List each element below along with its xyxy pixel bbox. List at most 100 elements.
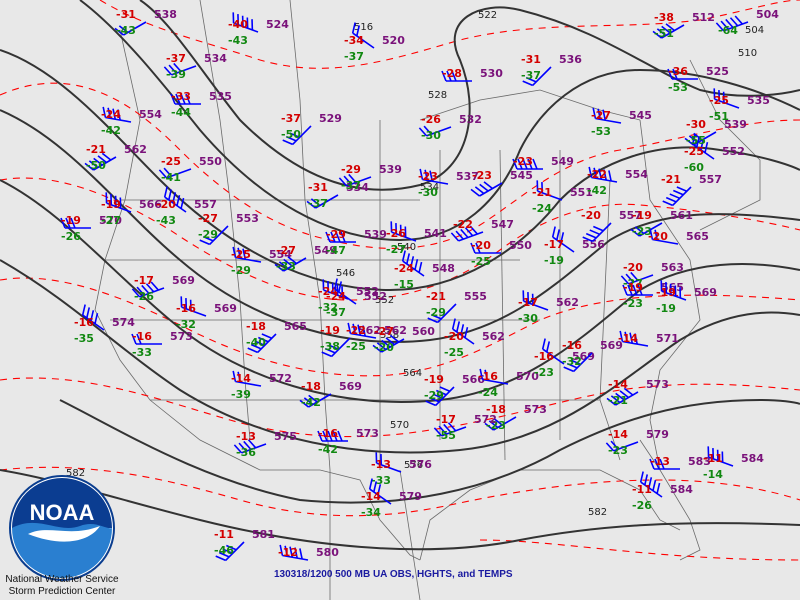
station-temperature: -14 [618, 332, 638, 345]
station-dewpoint-depression: -37 [344, 50, 364, 63]
station-height: 581 [252, 528, 275, 541]
station-plot: -31 534-37 [306, 181, 369, 210]
station-temperature: -16 [534, 350, 554, 363]
wind-barb-flag [605, 442, 615, 452]
wind-barb-flag [627, 284, 633, 296]
wind-barb-flag [118, 25, 129, 34]
station-dewpoint-depression: -37 [326, 306, 346, 319]
wind-barb-flag [585, 232, 597, 239]
wind-barb-flag [110, 194, 113, 205]
station-plot: -28 530 [441, 67, 503, 82]
station-plot: -16 573 -42 [317, 427, 379, 456]
station-temperature: -16 [132, 330, 152, 343]
station-plot: -29 539 -47 [325, 228, 387, 257]
station-plot: -11 584 -26 [632, 471, 693, 512]
wind-barb-flag [676, 186, 688, 192]
station-temperature: -24 [318, 285, 338, 298]
wind-barb-flag [373, 481, 378, 493]
wind-barb-flag [237, 247, 242, 259]
wind-barb-flag [173, 62, 182, 73]
wind-barb [427, 303, 457, 324]
station-dewpoint-depression: -42 [318, 443, 338, 456]
station-dewpoint-depression: -25 [444, 346, 464, 359]
station-plot: -21 555 -29 [426, 290, 487, 324]
station-temperature: -14 [608, 378, 628, 391]
wind-barb-flag [131, 288, 141, 298]
wind-barb [522, 66, 552, 87]
station-dewpoint-depression: -29 [424, 389, 444, 402]
station-plot: -27 560 -20 [372, 325, 435, 354]
height-contours [0, 0, 800, 551]
station-dewpoint-depression: -39 [166, 68, 186, 81]
station-temperature: -19 [656, 286, 676, 299]
wind-barb [401, 250, 425, 277]
station-plot: -33 535 -44 [170, 90, 232, 119]
wind-barb-flag [597, 108, 602, 120]
wind-barb [620, 271, 654, 285]
wind-barb [232, 370, 262, 387]
station-plot: -18 573 -23 [484, 403, 547, 432]
wind-barb [375, 452, 402, 473]
wind-barb-flag [176, 195, 181, 206]
wind-barb-flag [546, 341, 551, 353]
station-plot: -12 580 [278, 544, 339, 561]
station-plot: -18 565 -40 [246, 320, 307, 354]
station-temperature: -22 [453, 218, 473, 231]
wind-barb [232, 12, 259, 33]
wind-barb-flag [619, 390, 629, 399]
wind-barb-flag [284, 545, 289, 557]
wind-barb-flag [450, 232, 460, 242]
wind-barb-flag [667, 68, 673, 80]
wind-barb-flag [619, 330, 624, 342]
station-temperature: -37 [281, 112, 301, 125]
station-plot: -21 551 -24 [532, 180, 593, 215]
wind-barb-flag [484, 369, 489, 381]
station-dewpoint-depression: -34 [361, 506, 381, 519]
wind-barb-flag [348, 173, 357, 184]
wind-barb-flag [433, 427, 443, 437]
station-dewpoint-depression: -37 [308, 197, 328, 210]
station-dewpoint-depression: -25 [346, 340, 366, 353]
wind-barb [131, 281, 165, 298]
wind-barb-flag [410, 256, 415, 268]
wind-barb-flag [385, 337, 395, 346]
wind-barb [351, 22, 375, 49]
contour-label: 582 [588, 507, 607, 518]
station-height: 569 [600, 339, 623, 352]
wind-barb-flag [525, 76, 537, 83]
station-temperature: -19 [424, 373, 444, 386]
wind-barb [450, 225, 484, 242]
wind-barb-flag [294, 547, 298, 559]
wind-barb-flag [299, 399, 309, 408]
station-height: 549 [551, 155, 574, 168]
wind-barb-flag [522, 290, 525, 302]
wind-barb-flag [390, 221, 393, 233]
station-dewpoint-depression: -37 [341, 179, 361, 192]
state-borders [94, 0, 761, 600]
station-dewpoint-depression: -23 [632, 225, 652, 238]
station-temperature: -21 [532, 186, 552, 199]
wind-barb-flag [310, 198, 321, 207]
wind-barb-flag [479, 183, 489, 192]
wind-barb [317, 430, 348, 442]
wind-barb [541, 338, 565, 365]
station-height: 535 [747, 94, 770, 107]
station-height: 547 [491, 218, 514, 231]
wind-barb-flag [340, 231, 346, 243]
wind-barb-flag [180, 296, 183, 308]
contour-label: 504 [745, 25, 764, 36]
station-plot: -16 569 -32 [176, 296, 237, 331]
wind-barb-flag [335, 231, 341, 243]
station-temperature: -18 [301, 380, 321, 393]
station-height: 545 [510, 169, 533, 182]
wind-barb-flag [649, 458, 655, 470]
wind-barb-flag [662, 200, 673, 207]
wind-barb-flag [656, 482, 661, 494]
station-dewpoint-depression: -42 [587, 184, 607, 197]
wind-barb-flag [347, 322, 352, 334]
station-temperature: -14 [231, 372, 251, 385]
station-temperature: -19 [632, 209, 652, 222]
station-height: 572 [269, 372, 292, 385]
station-height: 549 [314, 244, 337, 257]
wind-barb-flag [343, 175, 352, 185]
